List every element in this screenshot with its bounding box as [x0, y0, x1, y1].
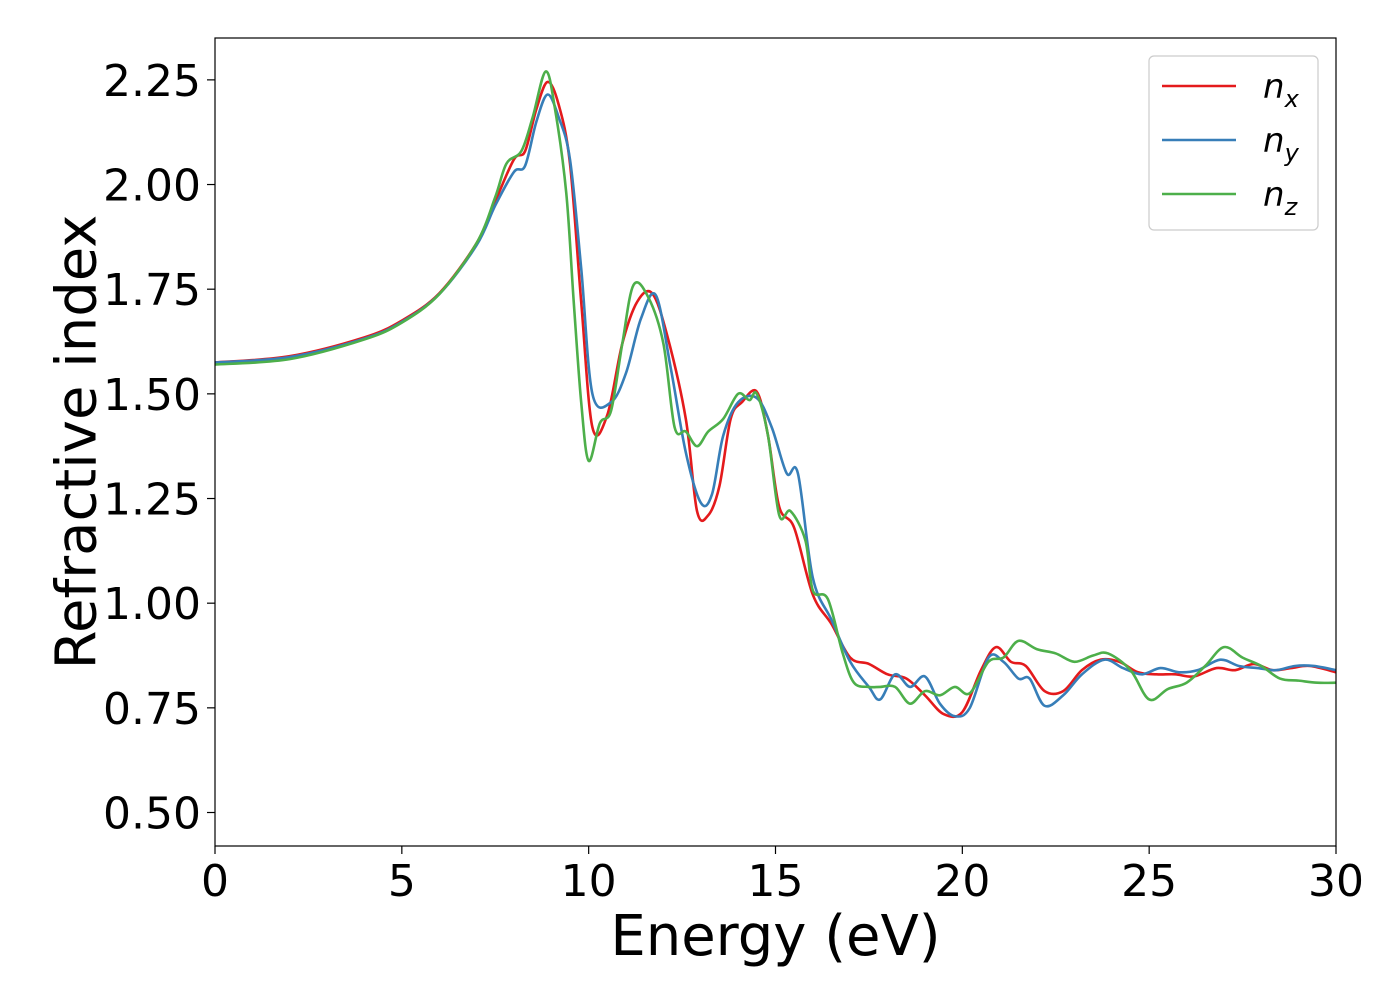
x-tick-label: 25 — [1121, 856, 1177, 907]
x-tick-label: 10 — [561, 856, 617, 907]
x-tick-label: 0 — [201, 856, 229, 907]
legend-label-main: n — [1263, 67, 1285, 107]
y-tick-label: 1.50 — [103, 370, 201, 421]
x-axis-ticks: 0 5 10 15 20 25 30 — [201, 846, 1364, 907]
y-tick-label: 2.00 — [103, 161, 201, 212]
y-tick-label: 0.75 — [103, 684, 201, 735]
x-axis-label: Energy (eV) — [610, 904, 940, 969]
y-tick-label: 1.75 — [103, 265, 201, 316]
legend-label-sub: y — [1284, 139, 1300, 167]
x-tick-label: 5 — [388, 856, 416, 907]
legend-label-z: nz — [1263, 175, 1299, 221]
legend-label-main: n — [1263, 121, 1285, 161]
legend-label-main: n — [1263, 175, 1285, 215]
y-tick-label: 0.50 — [103, 789, 201, 840]
series-line-x — [215, 80, 1336, 719]
x-tick-label: 15 — [748, 856, 804, 907]
series-line-z — [215, 70, 1336, 705]
y-tick-label: 1.00 — [103, 579, 201, 630]
y-tick-label: 2.25 — [103, 56, 201, 107]
legend-box — [1148, 55, 1319, 231]
x-tick-label: 30 — [1308, 856, 1364, 907]
legend-label-sub: x — [1284, 85, 1300, 113]
y-axis-ticks: 0.50 0.75 1.00 1.25 1.50 1.75 2.00 2.25 — [103, 56, 215, 840]
series-lines — [215, 70, 1336, 719]
y-tick-label: 1.25 — [103, 475, 201, 526]
x-tick-label: 20 — [934, 856, 990, 907]
y-axis-label: Refractive index — [45, 215, 110, 670]
series-line-y — [215, 93, 1336, 718]
legend-label-sub: z — [1284, 193, 1299, 221]
legend-label-y: ny — [1263, 121, 1300, 167]
legend-label-x: nx — [1263, 67, 1300, 113]
